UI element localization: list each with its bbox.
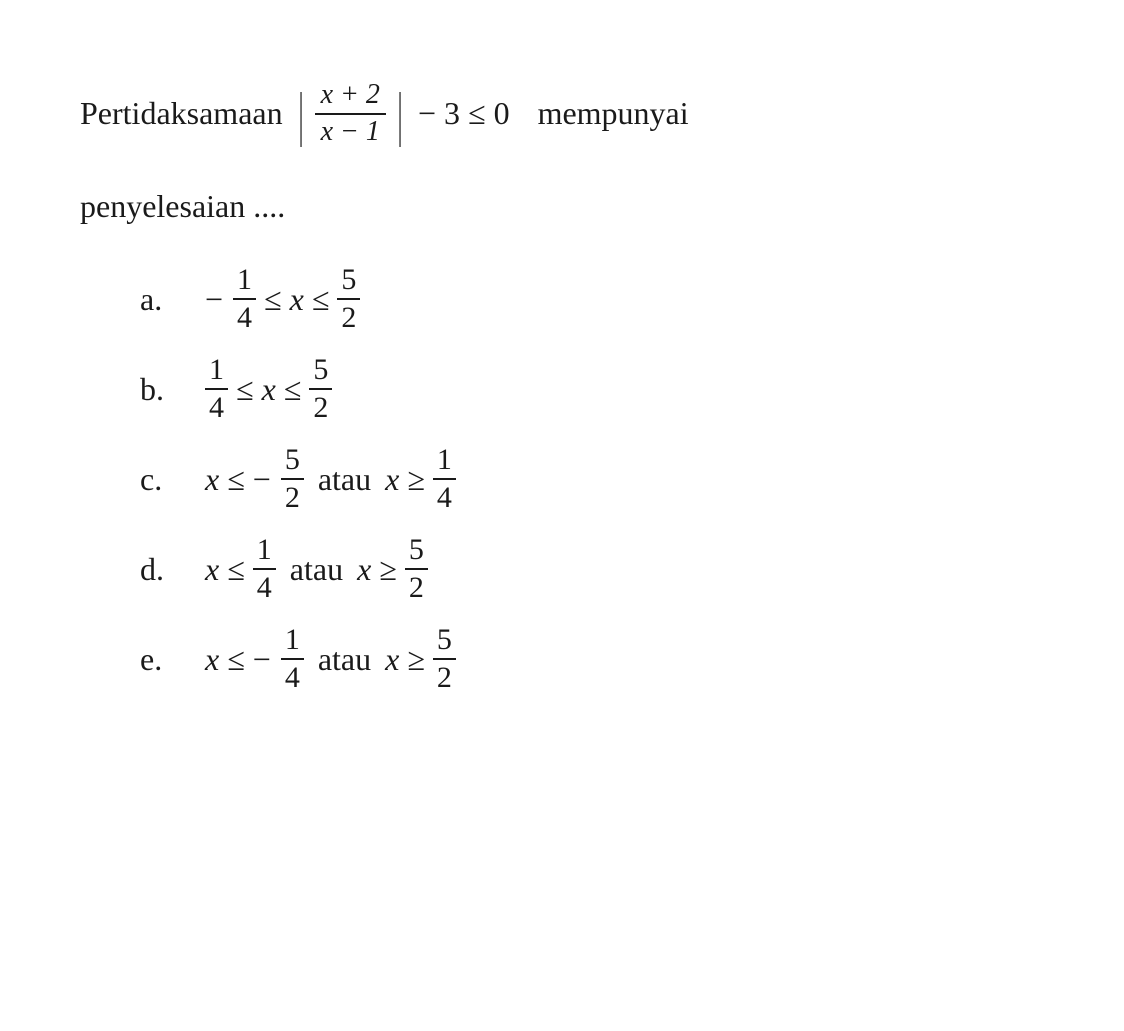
negative-sign: −: [253, 641, 271, 678]
fraction-denominator: 4: [233, 300, 256, 333]
fraction: 14: [233, 265, 256, 333]
connector-word: atau: [318, 641, 371, 678]
operator: ≤: [227, 641, 245, 678]
option-content: 14≤x≤52: [205, 355, 332, 423]
question-continuation: penyelesaian ....: [80, 188, 1044, 225]
variable: x: [290, 281, 304, 318]
fraction-denominator: 4: [253, 570, 276, 603]
fraction: 14: [253, 535, 276, 603]
option-content: x≤14ataux≥52: [205, 535, 428, 603]
negative-sign: −: [205, 281, 223, 318]
variable: x: [205, 641, 219, 678]
fraction-numerator: 5: [405, 535, 428, 570]
fraction-numerator: x + 2: [315, 80, 386, 115]
question-text-before: Pertidaksamaan: [80, 85, 283, 143]
fraction: 52: [405, 535, 428, 603]
fraction-denominator: 2: [337, 300, 360, 333]
operator: ≤: [284, 371, 302, 408]
fraction: 14: [433, 445, 456, 513]
question-line-1: Pertidaksamaan | x + 2 x − 1 | − 3 ≤ 0 m…: [80, 60, 1044, 168]
option-label: c.: [140, 461, 175, 498]
fraction-numerator: 5: [337, 265, 360, 300]
fraction-numerator: 1: [281, 625, 304, 660]
operator: ≥: [407, 641, 425, 678]
fraction-denominator: 2: [433, 660, 456, 693]
operator: ≤: [236, 371, 254, 408]
fraction: 14: [281, 625, 304, 693]
question-text-after: mempunyai: [538, 85, 689, 143]
fraction: 52: [433, 625, 456, 693]
fraction-denominator: 2: [405, 570, 428, 603]
variable: x: [262, 371, 276, 408]
option-d: d.x≤14ataux≥52: [140, 535, 1044, 603]
operator: ≥: [407, 461, 425, 498]
fraction-numerator: 5: [281, 445, 304, 480]
operator: ≤: [264, 281, 282, 318]
connector-word: atau: [290, 551, 343, 588]
option-e: e.x≤−14ataux≥52: [140, 625, 1044, 693]
fraction-numerator: 1: [205, 355, 228, 390]
abs-right-bar: |: [394, 60, 406, 168]
fraction-denominator: x − 1: [315, 115, 386, 148]
option-b: b.14≤x≤52: [140, 355, 1044, 423]
option-label: e.: [140, 641, 175, 678]
variable: x: [357, 551, 371, 588]
absolute-value-expression: | x + 2 x − 1 |: [295, 60, 406, 168]
fraction-denominator: 4: [205, 390, 228, 423]
main-fraction: x + 2 x − 1: [315, 80, 386, 148]
fraction-denominator: 4: [281, 660, 304, 693]
option-label: b.: [140, 371, 175, 408]
fraction-numerator: 1: [233, 265, 256, 300]
fraction-numerator: 1: [433, 445, 456, 480]
variable: x: [205, 461, 219, 498]
fraction-denominator: 2: [281, 480, 304, 513]
variable: x: [205, 551, 219, 588]
fraction-numerator: 5: [433, 625, 456, 660]
option-content: −14≤x≤52: [205, 265, 360, 333]
negative-sign: −: [253, 461, 271, 498]
fraction-denominator: 2: [309, 390, 332, 423]
fraction: 14: [205, 355, 228, 423]
variable: x: [385, 641, 399, 678]
option-c: c.x≤−52ataux≥14: [140, 445, 1044, 513]
connector-word: atau: [318, 461, 371, 498]
fraction-numerator: 5: [309, 355, 332, 390]
option-label: a.: [140, 281, 175, 318]
fraction: 52: [309, 355, 332, 423]
option-content: x≤−14ataux≥52: [205, 625, 456, 693]
operator: ≤: [227, 461, 245, 498]
abs-left-bar: |: [295, 60, 307, 168]
operator: ≥: [379, 551, 397, 588]
fraction-numerator: 1: [253, 535, 276, 570]
fraction: 52: [337, 265, 360, 333]
variable: x: [385, 461, 399, 498]
options-list: a.−14≤x≤52b.14≤x≤52c.x≤−52ataux≥14d.x≤14…: [80, 265, 1044, 693]
option-label: d.: [140, 551, 175, 588]
operator: ≤: [312, 281, 330, 318]
after-abs-expression: − 3 ≤ 0: [418, 85, 510, 143]
fraction: 52: [281, 445, 304, 513]
option-content: x≤−52ataux≥14: [205, 445, 456, 513]
fraction-denominator: 4: [433, 480, 456, 513]
operator: ≤: [227, 551, 245, 588]
option-a: a.−14≤x≤52: [140, 265, 1044, 333]
